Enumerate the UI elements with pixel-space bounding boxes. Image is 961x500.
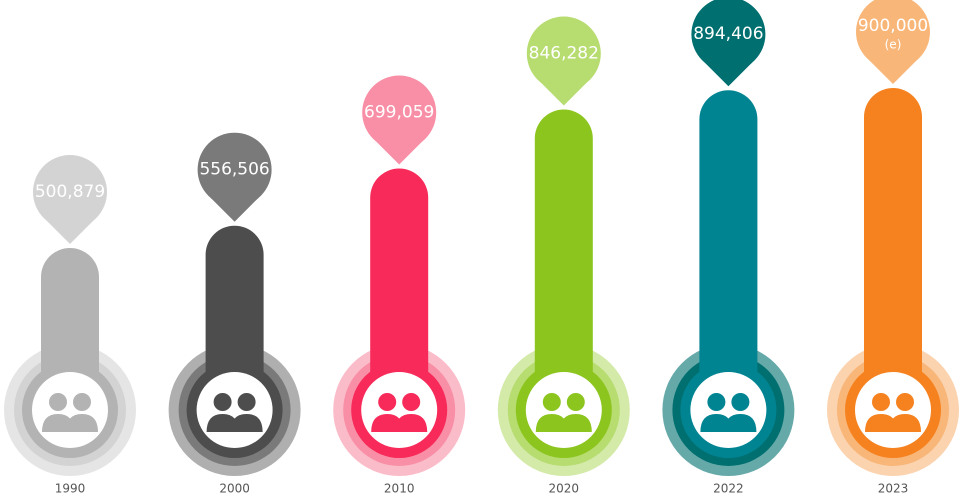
x-tick-label: 2023 [878, 482, 909, 496]
value-label: 894,406 [693, 24, 763, 44]
person-body [206, 414, 239, 432]
bar [699, 90, 758, 411]
pin-head [362, 75, 437, 150]
bar [864, 88, 922, 410]
x-tick-label: 2022 [713, 482, 744, 496]
people-icon [700, 393, 757, 432]
person-head [542, 393, 561, 411]
person-body [559, 414, 592, 432]
pin-head [33, 155, 107, 229]
person-body [42, 414, 74, 432]
value-label: 900,000 [858, 16, 928, 36]
icon-background [32, 372, 108, 448]
bar [534, 109, 593, 411]
icon-background [196, 372, 273, 448]
pin-head [526, 16, 601, 91]
value-label: 699,059 [364, 103, 434, 123]
value-label: 500,879 [35, 182, 105, 202]
person-head [896, 393, 914, 411]
value-label: 556,506 [199, 160, 269, 180]
person-head [402, 393, 421, 411]
person-head [49, 393, 67, 411]
bar [205, 225, 264, 410]
person-head [237, 393, 256, 411]
person-head [378, 393, 397, 411]
icon-background [855, 372, 931, 448]
pin-head [197, 132, 272, 207]
icon-background [525, 372, 602, 448]
person-body [724, 414, 757, 432]
person-head [73, 393, 91, 411]
x-tick-label: 2000 [219, 482, 250, 496]
person-body [395, 414, 428, 432]
people-icon [371, 393, 428, 432]
x-tick-label: 2020 [549, 482, 580, 496]
person-head [872, 393, 890, 411]
person-head [566, 393, 585, 411]
bar [370, 168, 429, 410]
person-body [700, 414, 733, 432]
people-icon [206, 393, 263, 432]
people-icon [865, 393, 921, 432]
person-body [371, 414, 404, 432]
people-icon [42, 393, 98, 432]
icon-background [361, 372, 438, 448]
person-head [707, 393, 726, 411]
pin-head [856, 0, 930, 69]
person-head [213, 393, 232, 411]
x-tick-label: 2010 [384, 482, 415, 496]
icon-background [690, 372, 767, 448]
person-body [66, 414, 98, 432]
person-body [865, 414, 897, 432]
pin-head [691, 0, 766, 72]
people-icon [535, 393, 592, 432]
value-label: 846,282 [529, 44, 599, 64]
value-note: (e) [885, 38, 902, 52]
person-body [230, 414, 263, 432]
person-body [889, 414, 921, 432]
person-body [535, 414, 568, 432]
person-head [731, 393, 750, 411]
x-tick-label: 1990 [55, 482, 86, 496]
